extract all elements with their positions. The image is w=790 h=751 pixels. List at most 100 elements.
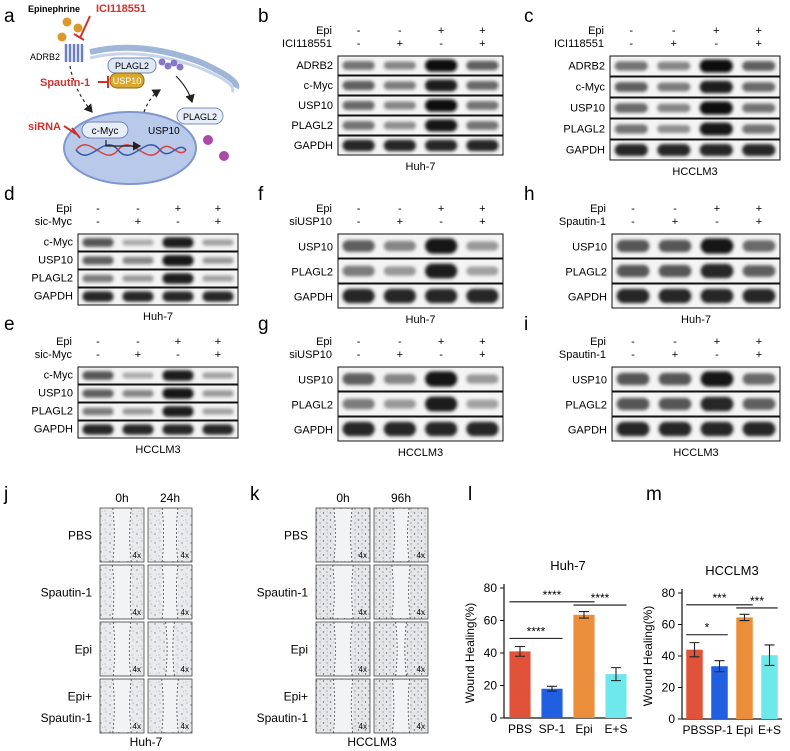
row-label: Epi <box>75 642 92 656</box>
blot-band <box>614 61 648 71</box>
treatment-sign: + <box>756 349 762 361</box>
treatment-label: sic-Myc <box>35 216 73 228</box>
blot-band <box>616 421 650 437</box>
blot-band <box>466 60 499 71</box>
blot-band <box>202 275 234 282</box>
blot-frame <box>77 269 239 288</box>
treatment-sign: - <box>673 336 677 348</box>
blot-band <box>657 144 691 156</box>
treatment-sign: + <box>135 349 141 361</box>
blot-band <box>466 139 499 152</box>
protein-label: ADRB2 <box>296 60 333 72</box>
cell-line-label: HCCLM3 <box>135 444 180 456</box>
treatment-sign: - <box>715 349 719 361</box>
cell-line-label: Huh-7 <box>130 735 163 749</box>
chart-title: HCCLM3 <box>705 563 758 578</box>
panel-label-j: j <box>3 484 8 505</box>
blot-frame <box>609 76 781 98</box>
blot-band <box>658 288 692 304</box>
treatment-sign: - <box>715 216 719 228</box>
blot-band <box>700 238 734 254</box>
magnification-label: 4x <box>181 551 189 560</box>
wound-gap <box>392 680 410 732</box>
protein-label: GAPDH <box>568 291 607 303</box>
panel-label-m: m <box>646 484 662 505</box>
plagl2-free <box>176 107 224 125</box>
svg-text:c-Myc: c-Myc <box>92 126 119 137</box>
error-bar <box>764 644 775 666</box>
blot-b: Epi - - + +ICI118551- + - +ADRB2c-MycUSP10PLAGL… <box>282 25 504 173</box>
treatment-label: sic-Myc <box>35 349 73 361</box>
treatment-sign: - <box>714 38 718 50</box>
y-tick-label: 20 <box>662 681 676 695</box>
treatment-sign: - <box>672 25 676 37</box>
protein-label: PLAGL2 <box>31 406 73 418</box>
usp10-gene-label: USP10 <box>148 126 180 137</box>
wound-gap <box>392 509 410 561</box>
blot-band <box>425 238 458 254</box>
blot-band <box>616 264 650 278</box>
wound-edge <box>332 564 354 620</box>
treatment-sign: - <box>631 216 635 228</box>
blot-band <box>425 396 458 412</box>
wound-gap <box>112 566 132 618</box>
sirna-label: siRNA <box>28 121 61 133</box>
bar-PBS <box>686 649 703 719</box>
x-tick-label: SP-1 <box>706 723 733 737</box>
treatment-label: Epi <box>590 336 606 348</box>
blot-band <box>699 80 733 94</box>
y-tick-label: 60 <box>662 618 676 632</box>
cell-line-label: Huh-7 <box>406 161 436 173</box>
treatment-sign: + <box>714 203 720 215</box>
blot-band <box>383 121 416 130</box>
treatment-sign: - <box>136 203 140 215</box>
blot-frame <box>337 135 504 156</box>
treatment-sign: - <box>176 349 180 361</box>
treatment-sign: + <box>135 216 141 228</box>
magnification-label: 4x <box>181 722 189 731</box>
blot-band <box>383 81 416 90</box>
blot-frame <box>77 420 239 439</box>
blot-band <box>383 288 416 304</box>
blot-band <box>425 139 458 152</box>
blot-band <box>82 256 114 265</box>
treatment-label: Epi <box>316 336 332 348</box>
treatment-sign: - <box>96 216 100 228</box>
blot-band <box>425 263 458 279</box>
y-tick-label: 80 <box>484 581 498 595</box>
blot-band <box>425 421 458 437</box>
treatment-sign: - <box>629 38 633 50</box>
blot-band <box>616 239 650 253</box>
treatment-sign: - <box>357 25 361 37</box>
treatment-label: siUSP10 <box>289 349 332 361</box>
epinephrine-molecule <box>62 17 72 27</box>
treatment-sign: - <box>631 336 635 348</box>
blot-band <box>342 373 375 385</box>
blot-band <box>466 421 499 437</box>
blot-band <box>342 139 375 152</box>
blot-band <box>425 288 458 304</box>
blot-band <box>82 274 114 283</box>
blot-band <box>162 388 194 399</box>
magnification-label: 4x <box>417 608 425 617</box>
significance-label: * <box>705 621 710 635</box>
blot-band <box>616 288 650 304</box>
cell-line-label: HCCLM3 <box>347 735 397 749</box>
sirna-inhibit-arrow <box>63 125 81 139</box>
y-axis-label: Wound Healing(%) <box>641 606 655 707</box>
wound-gap <box>161 680 179 732</box>
bar-chart-1: HCCLM3 0 20 40 60 80 Wound Healing(%) PBS SP-1 Ep… <box>641 563 782 737</box>
panel-label-l: l <box>468 484 472 505</box>
treatment-sign: + <box>756 203 762 215</box>
bar-chart-0: Huh-7 0 20 40 60 80 Wound Healing(%) PBS SP-1 Epi… <box>463 558 632 736</box>
treatment-label: Epi <box>56 203 72 215</box>
blot-band <box>82 238 114 247</box>
treatment-sign: - <box>357 349 361 361</box>
cell-membrane <box>89 44 240 90</box>
significance-label: **** <box>527 624 546 638</box>
blot-band <box>742 61 776 71</box>
treatment-sign: - <box>439 216 443 228</box>
row-label: Epi+ <box>68 690 92 704</box>
protein-label: PLAGL2 <box>565 266 607 278</box>
